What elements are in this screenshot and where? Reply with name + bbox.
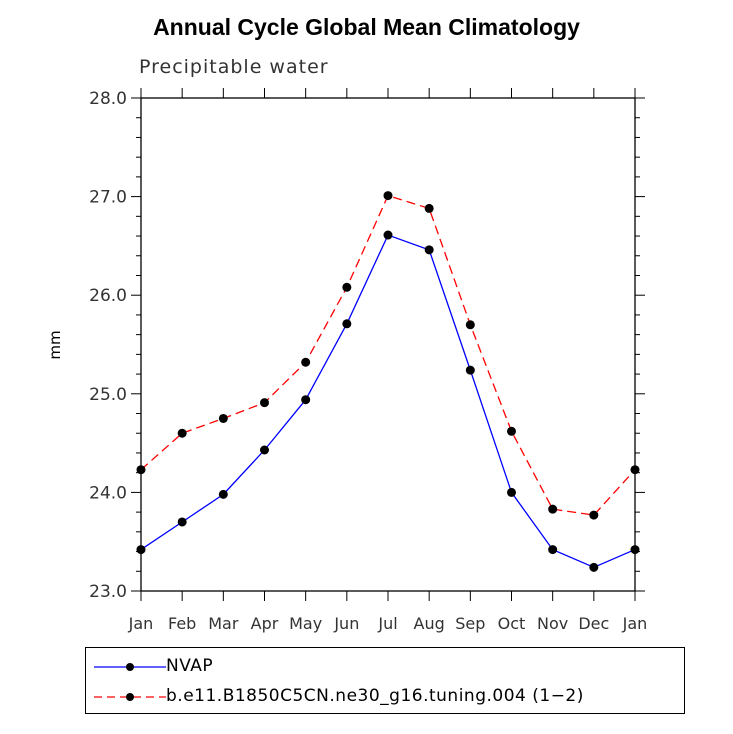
data-point [465, 365, 475, 375]
data-point [383, 230, 393, 240]
x-tick-label: Jul [377, 614, 397, 633]
data-point [136, 545, 146, 555]
x-tick-label: Apr [251, 614, 279, 633]
data-point [424, 245, 434, 255]
data-point [260, 445, 269, 455]
x-tick-label: Jun [333, 614, 359, 633]
data-point [342, 319, 352, 329]
y-tick-label: 28.0 [89, 89, 127, 109]
y-tick-label: 24.0 [89, 483, 127, 503]
x-tick-label: Jan [622, 614, 648, 633]
x-tick-label: Mar [208, 614, 239, 633]
legend-label-model: b.e11.B1850C5CN.ne30_g16.tuning.004 (1−2… [166, 686, 584, 706]
legend-label-nvap: NVAP [166, 656, 214, 676]
data-point [630, 465, 640, 475]
y-tick-label: 26.0 [89, 286, 127, 306]
data-point [465, 320, 475, 330]
data-point [507, 487, 516, 497]
series-line-0 [140, 234, 636, 569]
x-tick-label: Sep [455, 614, 485, 633]
data-point [301, 395, 311, 405]
x-tick-label: Nov [537, 614, 568, 633]
plot-frame [140, 97, 636, 592]
data-point [218, 413, 228, 423]
data-point [177, 517, 187, 527]
data-point [383, 191, 393, 201]
data-point [218, 489, 228, 499]
data-point [507, 426, 516, 436]
y-tick-label: 23.0 [89, 582, 127, 602]
data-point [548, 504, 558, 514]
data-point [260, 398, 269, 408]
y-axis-label: mm [46, 330, 64, 359]
y-tick-label: 27.0 [89, 188, 127, 208]
x-tick-label: Dec [578, 614, 609, 633]
x-tick-label: May [289, 614, 322, 633]
data-point [630, 545, 640, 555]
data-point [136, 465, 146, 475]
chart-title: Annual Cycle Global Mean Climatology [153, 14, 580, 40]
chart-area: 23.0 24.0 25.0 26.0 27.0 28.0 Jan Feb Mar Apr May… [46, 88, 648, 633]
legend-line-sample [94, 663, 166, 671]
chart-subtitle: Precipitable water [139, 56, 329, 78]
data-point [177, 428, 187, 438]
x-tick-label: Oct [498, 614, 526, 633]
data-point [301, 357, 311, 367]
legend: NVAP b.e11.B1850C5CN.ne30_g16.tuning.004… [85, 647, 685, 714]
y-tick-label: 25.0 [89, 385, 127, 405]
data-point [424, 203, 434, 213]
data-point [548, 545, 558, 555]
x-tick-label: Feb [168, 614, 196, 633]
data-point [589, 562, 599, 572]
series-line-1 [140, 194, 636, 516]
x-tick-label: Aug [414, 614, 445, 633]
legend-line-sample [94, 693, 166, 701]
x-tick-label: Jan [128, 614, 154, 633]
data-point [342, 282, 352, 292]
data-point [589, 510, 599, 520]
